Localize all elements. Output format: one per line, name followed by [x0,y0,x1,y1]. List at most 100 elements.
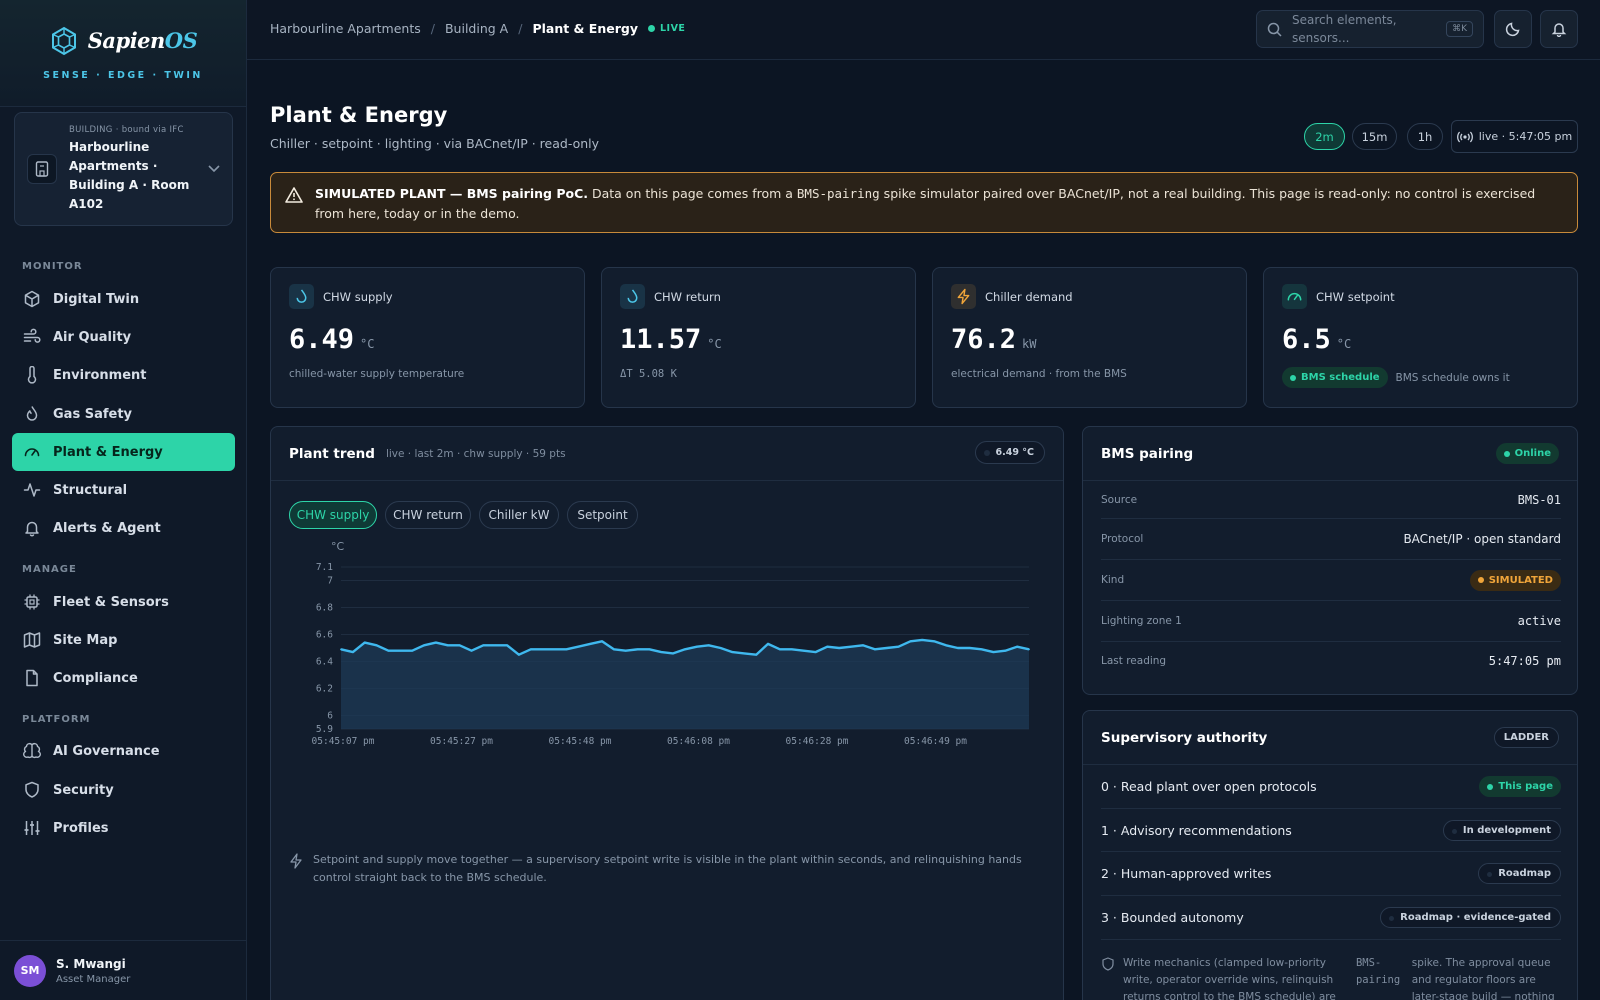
breadcrumb: Harbourline Apartments / Building A / Pl… [270,21,686,36]
sidebar-item-ai-governance[interactable]: AI Governance [12,732,235,770]
supervisory-authority-panel: Supervisory authority LADDER 0 · Read pl… [1082,710,1578,1000]
sidebar-item-air-quality[interactable]: Air Quality [12,318,235,356]
kpi-card-chiller-demand: Chiller demand 76.2 kW electrical demand · … [932,267,1247,408]
broadcast-icon [1456,131,1473,142]
sliders-icon [24,821,40,835]
sidebar-item-alerts-agent[interactable]: Alerts & Agent [12,509,235,547]
nav-section-monitor: MONITOR [22,261,83,272]
page-title: Plant & Energy [270,103,448,127]
data-point [660,651,663,653]
thermometer-icon [27,366,37,384]
ladder-row: 2 · Human-approved writes Roadmap [1101,852,1561,896]
sidebar-item-compliance[interactable]: Compliance [12,659,235,697]
range-15m-button[interactable]: 15m [1352,123,1397,150]
tab-chw-return[interactable]: CHW return [385,501,471,529]
simulation-warning-banner: SIMULATED PLANT — BMS pairing PoC. Data … [270,172,1578,233]
sidebar-item-plant-energy[interactable]: Plant & Energy [12,433,235,471]
tab-setpoint[interactable]: Setpoint [567,501,638,529]
bms-row-source: Source BMS-01 [1101,481,1561,519]
kpi-card-chw-setpoint: CHW setpoint 6.5 °C BMS schedule BMS schedul… [1263,267,1578,408]
map-icon [23,632,41,648]
data-point [565,648,568,651]
data-point [707,644,710,647]
data-point [387,649,390,652]
data-point [862,644,864,647]
data-point [553,648,556,651]
sidebar-item-label: Air Quality [53,329,132,345]
kpi-label: CHW return [654,289,721,304]
search-input[interactable]: Search elements, sensors... ⌘K [1256,10,1484,48]
data-point [956,647,959,649]
data-point [945,644,947,647]
range-1h-button[interactable]: 1h [1407,123,1443,150]
sidebar-item-structural[interactable]: Structural [12,471,235,509]
tab-chw-supply[interactable]: CHW supply [289,501,377,529]
sidebar-item-fleet-sensors[interactable]: Fleet & Sensors [12,583,235,621]
kpi-card-chw-return: CHW return 11.57 °C ΔT 5.08 K [601,267,916,408]
brain-icon [23,742,41,759]
data-point [838,647,841,649]
status-badge: Roadmap · evidence-gated [1380,907,1561,928]
wind-icon [23,328,41,343]
sidebar-item-gas-safety[interactable]: Gas Safety [12,395,235,433]
building-selector[interactable]: BUILDING · bound via IFC Harbourline Apa… [14,112,233,226]
live-dot-icon [647,25,655,32]
breadcrumb-item[interactable]: Harbourline Apartments [270,21,421,36]
sidebar-item-digital-twin[interactable]: Digital Twin [12,280,235,318]
user-profile[interactable]: SM S. Mwangi Asset Manager [0,940,247,1000]
data-point [743,652,746,655]
shield-icon [1102,957,1114,971]
status-badge: BMS schedule [1282,367,1388,388]
breadcrumb-item[interactable]: Building A [444,21,509,36]
sidebar-item-environment[interactable]: Environment [12,356,235,394]
data-point [672,652,675,655]
simulated-badge: SIMULATED [1469,569,1561,591]
sidebar-item-label: Gas Safety [53,406,133,422]
building-label: BUILDING · bound via IFC [69,124,184,135]
search-icon [1267,22,1282,37]
shield-icon [25,781,39,798]
x-tick-label: 05:45:27 pm [430,736,493,747]
status-badge: Roadmap [1478,863,1561,884]
kpi-note: electrical demand · from the BMS [951,368,1127,380]
series-area [341,639,1029,729]
sidebar-item-site-map[interactable]: Site Map [12,621,235,659]
sidebar-item-security[interactable]: Security [12,771,235,809]
data-point [1004,649,1007,652]
bms-title: BMS pairing [1101,445,1194,462]
data-point [434,641,437,644]
data-point [778,648,781,651]
sidebar-item-label: Alerts & Agent [53,520,161,536]
data-point [802,649,805,652]
document-icon [26,669,38,687]
x-tick-label: 05:45:48 pm [549,736,612,747]
x-tick-label: 05:46:49 pm [904,736,967,747]
theme-toggle-button[interactable] [1494,10,1532,48]
live-status-text: live · 5:47:05 pm [1478,130,1573,143]
notifications-button[interactable] [1540,10,1578,48]
range-2m-button[interactable]: 2m [1304,123,1345,150]
kpi-value: 76.2 kW [951,324,1037,355]
kpi-note: BMS schedule BMS schedule owns it [1282,367,1510,388]
data-point [695,645,698,648]
live-indicator: LIVE [659,23,686,34]
tab-chiller-kw[interactable]: Chiller kW [479,501,559,529]
data-point [577,645,580,648]
activity-icon [23,483,41,497]
sidebar-item-label: Site Map [53,632,118,648]
data-point [612,648,615,651]
breadcrumb-current: Plant & Energy [532,21,638,36]
live-status-button[interactable]: live · 5:47:05 pm [1451,120,1578,153]
y-axis-label: °C [331,540,345,553]
nav-section-manage: MANAGE [22,564,77,575]
authority-footer: Write mechanics (clamped low-priority wr… [1101,955,1561,1000]
avatar: SM [14,954,46,987]
sidebar-item-profiles[interactable]: Profiles [12,809,235,847]
y-tick-label: 6.6 [316,630,333,641]
data-point [506,644,508,647]
data-point [885,647,888,649]
status-dot-icon [983,450,990,456]
y-tick-label: 6.8 [316,603,333,614]
bms-row-last-reading: Last reading 5:47:05 pm [1101,654,1561,668]
kpi-card-chw-supply: CHW supply 6.49 °C chilled-water supply tem… [270,267,585,408]
